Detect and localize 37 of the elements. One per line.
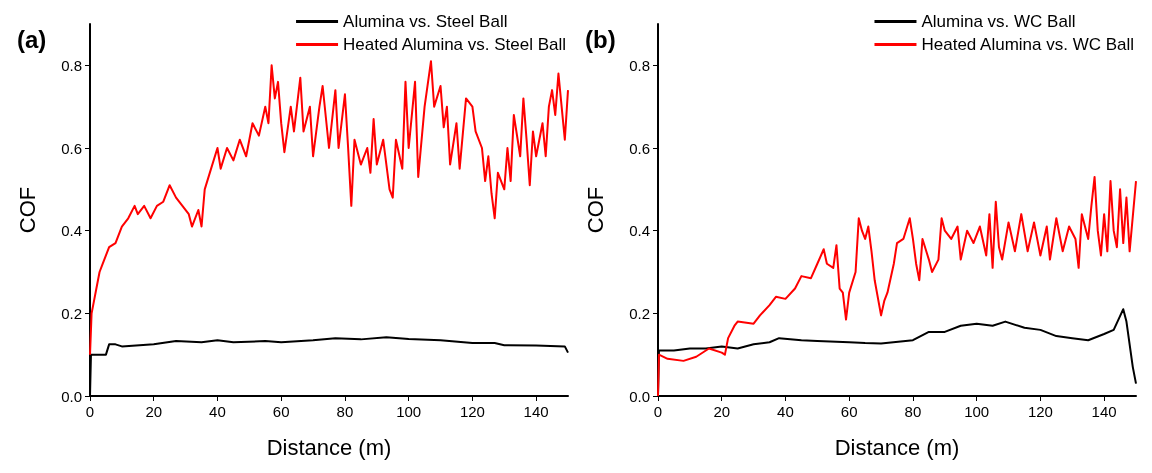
y-tick-label: 0.4 xyxy=(629,222,650,240)
y-tick-label: 0.4 xyxy=(61,222,82,240)
legend-label: Alumina vs. WC Ball xyxy=(921,12,1076,31)
x-tick-label: 120 xyxy=(459,403,485,420)
legend-label: Heated Alumina vs. WC Ball xyxy=(921,35,1135,54)
y-axis-title: COF xyxy=(582,186,608,234)
x-tick-label: 40 xyxy=(209,403,226,420)
legend-label: Alumina vs. Steel Ball xyxy=(343,12,508,31)
y-tick-label: 0.6 xyxy=(61,139,82,157)
x-tick-label: 120 xyxy=(1027,403,1053,420)
y-tick-label: 0.6 xyxy=(629,139,650,157)
x-axis-title: Distance (m) xyxy=(266,434,392,460)
chart-title: (b) xyxy=(585,25,616,53)
y-tick-label: 0.0 xyxy=(61,387,82,405)
x-tick-label: 20 xyxy=(145,403,163,420)
x-tick-label: 60 xyxy=(840,403,858,420)
y-tick-label: 0.8 xyxy=(61,56,82,74)
line-series xyxy=(89,60,569,356)
x-tick-label: 80 xyxy=(904,403,922,420)
y-tick-label: 0.2 xyxy=(629,304,650,322)
x-tick-label: 100 xyxy=(396,403,422,420)
y-tick-label: 0.2 xyxy=(61,304,82,322)
x-axis-title: Distance (m) xyxy=(834,434,960,460)
x-tick-label: 80 xyxy=(336,403,354,420)
x-tick-label: 20 xyxy=(713,403,731,420)
x-tick-label: 0 xyxy=(653,403,663,420)
y-tick-label: 0.0 xyxy=(629,387,650,405)
chart-title: (a) xyxy=(17,25,47,53)
x-tick-label: 140 xyxy=(523,403,549,420)
x-tick-label: 100 xyxy=(964,403,990,420)
x-tick-label: 40 xyxy=(777,403,794,420)
x-tick-label: 140 xyxy=(1091,403,1117,420)
x-tick-label: 60 xyxy=(272,403,290,420)
legend-label: Heated Alumina vs. Steel Ball xyxy=(343,35,567,54)
y-axis-title: COF xyxy=(14,186,40,234)
x-tick-label: 0 xyxy=(85,403,95,420)
y-tick-label: 0.8 xyxy=(629,56,650,74)
